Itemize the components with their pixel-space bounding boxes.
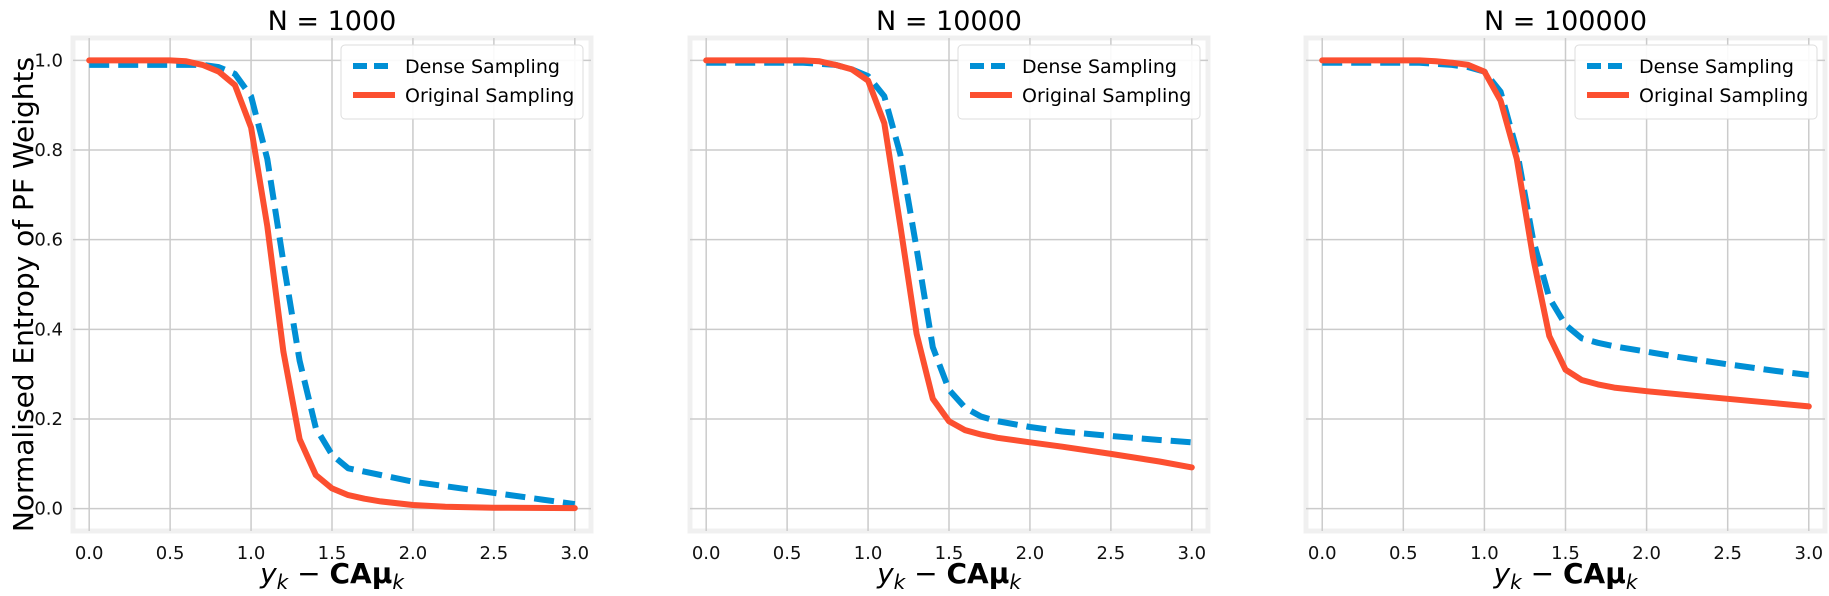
x-tick-label: 2.0 (1632, 543, 1661, 564)
x-axis-label: yk − CAμk (1493, 557, 1639, 594)
chart-title: N = 10000 (876, 6, 1022, 37)
legend-label: Original Sampling (1639, 85, 1808, 107)
y-tick-label: 0.2 (34, 409, 63, 430)
legend-box (340, 44, 584, 120)
legend-box (1574, 44, 1818, 120)
x-tick-label: 2.0 (1016, 543, 1045, 564)
x-tick-label: 0.5 (1389, 543, 1418, 564)
x-tick-label: 2.5 (1713, 543, 1742, 564)
x-tick-label: 0.0 (75, 543, 104, 564)
chart-panel-2: 0.0 0.5 1.0 1.5 2.0 2.5 3.0 N = 10000 yk − CAμk D… (687, 6, 1211, 594)
legend-label: Dense Sampling (1639, 56, 1794, 78)
x-tick-label: 2.5 (480, 543, 509, 564)
legend: Dense Sampling Original Sampling (1574, 44, 1818, 120)
series-line-original-sampling (86, 57, 578, 512)
y-tick-label: 0.4 (34, 319, 63, 340)
x-tick-label: 1.5 (935, 543, 964, 564)
legend: Dense Sampling Original Sampling (957, 44, 1201, 120)
x-axis-label: yk − CAμk (259, 557, 405, 594)
x-tick-label: 0.0 (692, 543, 721, 564)
y-tick-label: 1.0 (34, 50, 63, 71)
x-tick-label: 3.0 (1794, 543, 1823, 564)
chart-title: N = 100000 (1484, 6, 1647, 37)
x-tick-label: 2.0 (399, 543, 428, 564)
x-axis-label: yk − CAμk (876, 557, 1022, 594)
legend-box (957, 44, 1201, 120)
x-tick-label: 1.5 (318, 543, 347, 564)
series-line-original-sampling (1319, 57, 1812, 410)
x-tick-label: 1.0 (854, 543, 883, 564)
x-tick-label: 2.5 (1097, 543, 1126, 564)
chart-panel-1: 0.0 0.5 1.0 1.5 2.0 2.5 3.00.00.20.40.60.81.0N… (7, 6, 594, 594)
chart-title: N = 1000 (268, 6, 397, 37)
x-tick-label: 0.5 (156, 543, 185, 564)
x-tick-label: 0.0 (1308, 543, 1337, 564)
y-axis-label: Normalised Entropy of PF Weights (7, 57, 40, 532)
legend-label: Original Sampling (405, 85, 574, 107)
x-tick-label: 1.5 (1551, 543, 1580, 564)
chart-panel-3: 0.0 0.5 1.0 1.5 2.0 2.5 3.0 N = 100000 yk − CAμk… (1303, 6, 1828, 594)
legend: Dense Sampling Original Sampling (340, 44, 584, 120)
x-tick-label: 1.0 (237, 543, 266, 564)
legend-label: Original Sampling (1022, 85, 1191, 107)
x-tick-label: 3.0 (560, 543, 589, 564)
y-tick-label: 0.0 (34, 499, 63, 520)
legend-label: Dense Sampling (1022, 56, 1177, 78)
x-tick-label: 3.0 (1177, 543, 1206, 564)
x-tick-label: 0.5 (773, 543, 802, 564)
series-line-original-sampling (703, 57, 1195, 471)
x-tick-label: 1.0 (1470, 543, 1499, 564)
y-tick-label: 0.6 (34, 230, 63, 251)
legend-label: Dense Sampling (405, 56, 560, 78)
y-tick-label: 0.8 (34, 140, 63, 161)
